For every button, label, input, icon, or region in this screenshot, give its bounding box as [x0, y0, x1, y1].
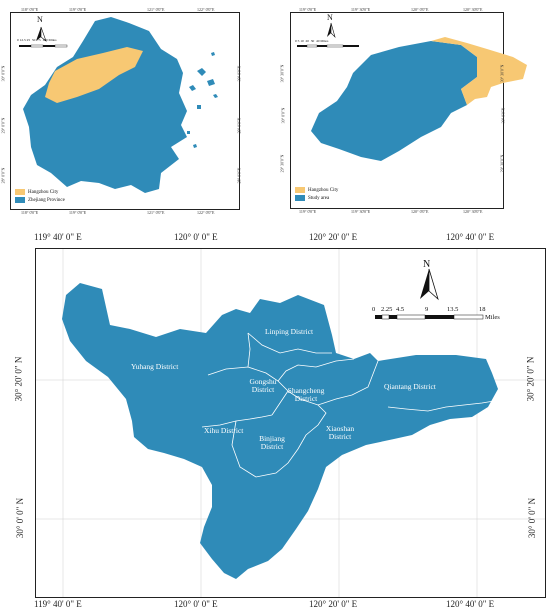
scale-label-unit: Miles: [485, 314, 500, 321]
tick-bottom-c-3: 120° 20' 0" E: [309, 599, 358, 609]
label-qiantang: Qiantang District: [384, 382, 436, 391]
hangzhou-map-panel: 119° 0'0"E 119° 30'0"E 120° 0'0"E 120° 3…: [279, 7, 527, 214]
tick-bottom-b-1: 119° 0'0"E: [299, 209, 317, 214]
north-arrow-c: [420, 268, 439, 301]
tick-top-c-2: 120° 0' 0" E: [174, 232, 218, 242]
label-shangcheng: Shangcheng District: [287, 386, 325, 403]
label-binjiang: Binjiang District: [259, 434, 285, 451]
north-label-a: N: [37, 15, 43, 24]
tick-left-b-3: 29° 30'0"N: [279, 154, 285, 173]
tick-bottom-c-4: 120° 40' 0" E: [446, 599, 495, 609]
tick-bottom-b-4: 120° 30'0"E: [463, 209, 483, 214]
scale-labels-a: 0 12.5 25 50 75 100 Miles: [17, 38, 57, 42]
label-linping: Linping District: [265, 327, 314, 336]
north-arrow-b: [327, 22, 336, 39]
legend-a: Hangzhou City Zhejiang Province: [15, 187, 65, 205]
tick-right-a-1: 30° 0'0"N: [236, 65, 242, 82]
north-label-b: N: [327, 13, 333, 22]
tick-top-b-1: 119° 0'0"E: [299, 7, 317, 12]
study-area-base: [311, 41, 477, 161]
tick-right-b-3: 29° 30'0"N: [499, 154, 505, 173]
tick-right-c-2: 30° 0' 0" N: [527, 497, 538, 539]
study-area-svg: [36, 249, 545, 597]
zhejiang-map-panel: 118° 0'0"E 119° 0'0"E 121° 0'0"E 122° 0'…: [0, 7, 242, 215]
coastal-islands: [187, 52, 218, 148]
study-area-shape: [62, 283, 498, 579]
label-yuhang: Yuhang District: [131, 362, 179, 371]
tick-top-b-4: 120° 30'0"E: [463, 7, 483, 12]
scale-labels-b: 0 5 10 20 30 40 Miles: [295, 39, 329, 43]
legend-item-zhejiang: Zhejiang Province: [15, 197, 65, 203]
tick-top-b-2: 119° 30'0"E: [351, 7, 371, 12]
scale-label-0: 0: [372, 306, 376, 313]
tick-right-b-1: 30° 30'0"N: [499, 64, 505, 83]
tick-bottom-a-2: 119° 0'0"E: [69, 210, 87, 215]
district-boundaries: [201, 332, 495, 478]
tick-bottom-c-2: 120° 0' 0" E: [174, 599, 218, 609]
scale-bar-c: [375, 314, 484, 320]
north-label-c: N: [423, 259, 431, 270]
tick-left-b-2: 30° 0'0"N: [280, 107, 286, 124]
scale-label-5: 18: [479, 306, 486, 313]
tick-left-b-1: 30° 30'0"N: [279, 64, 285, 83]
hangzhou-city-highlight: [431, 37, 527, 105]
legend-item-hangzhou-b: Hangzhou City: [295, 187, 338, 193]
tick-top-a-4: 122° 0'0"E: [197, 7, 215, 12]
scale-label-4: 13.5: [447, 306, 459, 313]
tick-bottom-b-2: 119° 30'0"E: [351, 209, 371, 214]
tick-left-c-1: 30° 20' 0" N: [13, 356, 24, 402]
tick-right-a-3: 28° 0'0"N: [236, 167, 242, 184]
tick-right-b-2: 30° 0'0"N: [500, 107, 506, 124]
tick-left-a-2: 29° 0'0"N: [0, 117, 6, 134]
tick-left-c-2: 30° 0' 0" N: [15, 497, 26, 539]
tick-bottom-a-1: 118° 0'0"E: [21, 210, 39, 215]
legend-item-hangzhou: Hangzhou City: [15, 189, 65, 195]
tick-top-a-1: 118° 0'0"E: [21, 7, 39, 12]
tick-bottom-c-1: 119° 40' 0" E: [34, 599, 82, 609]
zhejiang-map-svg: [19, 17, 218, 193]
legend-b: Hangzhou City Study area: [295, 185, 338, 203]
scale-bar-a: [19, 44, 68, 48]
tick-top-b-3: 120° 0'0"E: [411, 7, 429, 12]
tick-bottom-a-3: 121° 0'0"E: [147, 210, 165, 215]
tick-left-a-3: 28° 0'0"N: [0, 167, 6, 184]
tick-top-c-4: 120° 40' 0" E: [446, 232, 495, 242]
legend-item-study-area: Study area: [295, 195, 338, 201]
zhejiang-province-area: [23, 17, 187, 193]
tick-top-a-2: 119° 0'0"E: [69, 7, 87, 12]
tick-bottom-b-3: 120° 0'0"E: [411, 209, 429, 214]
label-xihu: Xihu District: [204, 426, 244, 435]
hangzhou-map-svg: [297, 22, 527, 161]
tick-top-a-3: 121° 0'0"E: [147, 7, 165, 12]
tick-top-c-1: 119° 40' 0" E: [34, 232, 82, 242]
scale-label-3: 9: [425, 306, 429, 313]
label-gongshu: Gongshu District: [249, 377, 277, 394]
tick-left-a-1: 30° 0'0"N: [0, 65, 6, 82]
scale-label-1: 2.25: [381, 306, 393, 313]
scale-bar-b: [297, 44, 359, 48]
north-arrow-a: [36, 26, 47, 42]
tick-top-c-3: 120° 20' 0" E: [309, 232, 358, 242]
study-area-panel: 119° 40' 0" E 120° 0' 0" E 120° 20' 0" E…: [13, 232, 546, 609]
label-xiaoshan: Xiaoshan District: [325, 424, 355, 441]
tick-right-c-1: 30° 20' 0" N: [525, 356, 536, 402]
tick-right-a-2: 29° 0'0"N: [236, 117, 242, 134]
tick-bottom-a-4: 122° 0'0"E: [197, 210, 215, 215]
scale-label-2: 4.5: [396, 306, 405, 313]
hangzhou-city-area: [45, 47, 143, 103]
